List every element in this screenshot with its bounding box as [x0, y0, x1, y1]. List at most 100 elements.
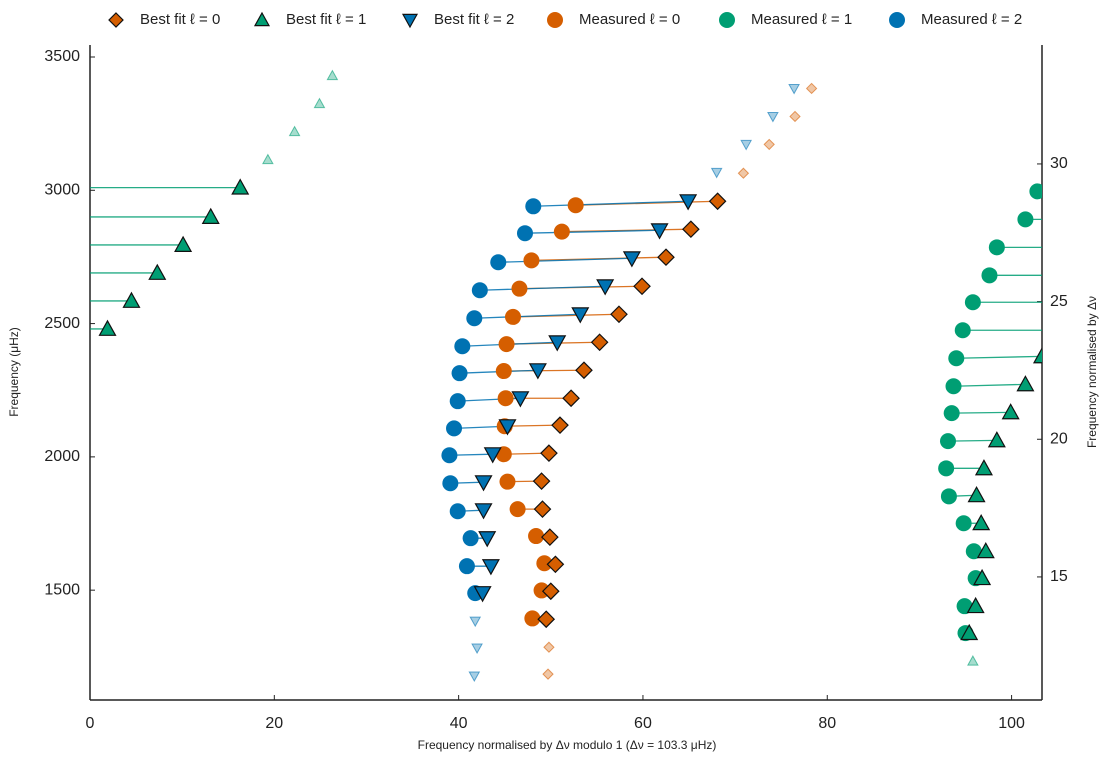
- fit-point: [610, 305, 628, 324]
- fit-point: [174, 235, 193, 252]
- fit-point: [473, 586, 492, 603]
- fit-point: [540, 444, 558, 462]
- fit-point: [633, 277, 651, 296]
- plot-area: [90, 69, 1042, 683]
- measured-point: [945, 378, 962, 395]
- x-tick-label: 40: [450, 715, 468, 732]
- fit-point: [474, 475, 493, 492]
- y-tick-label: 2000: [44, 448, 80, 465]
- fit-point: [788, 83, 800, 95]
- connector: [524, 229, 660, 234]
- fit-point: [740, 139, 753, 151]
- measured-point: [948, 350, 965, 367]
- legend-label: Best fit ℓ = 2: [434, 11, 514, 28]
- legend-label: Measured ℓ = 2: [921, 11, 1022, 28]
- fit-point: [789, 110, 801, 123]
- measured-point: [490, 254, 507, 271]
- fit-point: [622, 251, 641, 268]
- legend-label: Best fit ℓ = 1: [286, 11, 366, 28]
- measured-point: [528, 528, 545, 545]
- measured-point: [441, 447, 458, 464]
- measured-point: [471, 282, 488, 299]
- measured-point: [458, 558, 475, 575]
- x-tick-label: 100: [998, 715, 1025, 732]
- fit-point: [805, 82, 818, 95]
- fit-point: [543, 641, 555, 653]
- fit-point: [231, 178, 250, 195]
- measured-point: [451, 365, 468, 382]
- measured-point: [509, 501, 526, 518]
- fit-point: [474, 503, 493, 520]
- connector: [951, 411, 1011, 414]
- fit-point: [262, 153, 274, 165]
- fit-point: [478, 531, 497, 548]
- fit-point: [976, 542, 995, 559]
- fit-point: [511, 391, 530, 408]
- fit-point: [708, 192, 727, 211]
- fit-point: [737, 167, 750, 179]
- legend-item: Measured ℓ = 0: [547, 11, 680, 28]
- y2-tick-label: 20: [1050, 430, 1068, 447]
- connector: [498, 257, 632, 263]
- legend-item: Best fit ℓ = 1: [253, 11, 366, 28]
- fit-point: [657, 248, 675, 267]
- measured-point: [446, 420, 463, 437]
- fit-point: [541, 582, 560, 601]
- fit-point: [974, 459, 993, 476]
- fit-point: [767, 111, 779, 123]
- connector: [956, 355, 1042, 359]
- legend-marker: [401, 13, 419, 29]
- fit-point: [590, 333, 609, 352]
- fit-point: [1016, 375, 1035, 392]
- fit-point: [575, 361, 593, 380]
- connector: [947, 439, 997, 442]
- legend-label: Measured ℓ = 1: [751, 11, 852, 28]
- fit-point: [972, 514, 991, 531]
- fit-point: [967, 486, 986, 503]
- legend-marker: [719, 12, 735, 28]
- measured-point: [499, 473, 516, 490]
- y-tick-label: 2500: [44, 315, 80, 332]
- fit-point: [468, 671, 481, 683]
- y2-axis-label: Frequency normalised by Δν: [1085, 296, 1099, 448]
- fit-point: [763, 138, 775, 151]
- measured-point: [536, 555, 553, 572]
- fit-point: [537, 610, 556, 629]
- x-tick-label: 60: [634, 715, 652, 732]
- measured-point: [462, 530, 479, 547]
- legend-item: Best fit ℓ = 2: [401, 11, 514, 29]
- measured-point: [511, 280, 528, 297]
- fit-point: [960, 623, 979, 641]
- measured-point: [525, 198, 542, 215]
- legend-marker: [547, 12, 563, 28]
- measured-point: [449, 503, 466, 520]
- y-tick-label: 1500: [44, 581, 80, 598]
- fit-point: [682, 220, 700, 239]
- fit-point: [973, 568, 992, 586]
- fit-point: [562, 389, 580, 408]
- fit-point: [967, 655, 979, 666]
- measured-point: [955, 515, 972, 532]
- fit-point: [481, 559, 500, 576]
- connector: [479, 285, 606, 291]
- measured-point: [553, 223, 570, 240]
- fit-point: [469, 616, 482, 628]
- measured-point: [524, 610, 541, 627]
- fit-point: [148, 263, 167, 280]
- fit-point: [98, 319, 117, 336]
- measured-point: [454, 338, 471, 355]
- y2-tick-label: 30: [1050, 155, 1068, 172]
- measured-point: [1029, 183, 1042, 200]
- measured-point: [965, 543, 982, 560]
- measured-point: [1017, 211, 1034, 228]
- legend-label: Best fit ℓ = 0: [140, 11, 220, 28]
- measured-point: [466, 310, 483, 327]
- measured-point: [567, 197, 584, 214]
- fit-point: [1032, 347, 1042, 364]
- fit-point: [201, 207, 220, 224]
- fit-point: [710, 167, 723, 179]
- x-tick-label: 80: [818, 715, 836, 732]
- legend-item: Best fit ℓ = 0: [108, 11, 220, 28]
- fit-point: [498, 419, 517, 436]
- fit-point: [551, 416, 569, 434]
